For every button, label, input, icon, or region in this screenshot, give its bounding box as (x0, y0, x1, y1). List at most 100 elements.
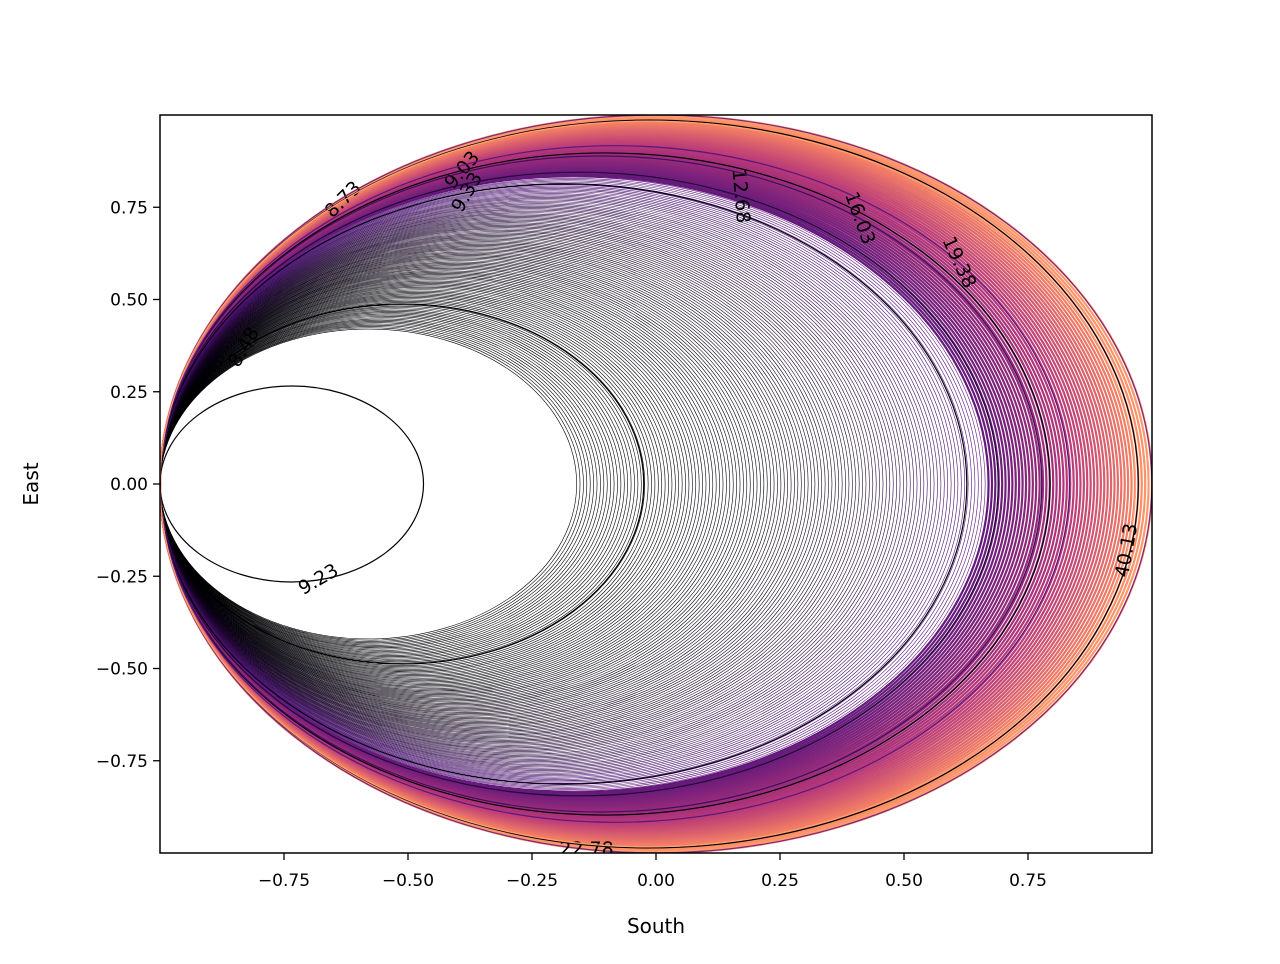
contour-texture (160, 223, 860, 745)
contour-texture (160, 318, 605, 650)
contour-texture (160, 328, 577, 640)
contour-texture (160, 193, 942, 775)
contour-texture (160, 243, 805, 725)
y-tick-label: 0.75 (110, 198, 148, 218)
contour-texture (160, 323, 591, 645)
y-axis-label: East (19, 462, 43, 505)
contour-texture (160, 228, 846, 740)
contour-texture (160, 163, 1021, 805)
contour-texture (160, 188, 955, 780)
y-tick-label: −0.50 (96, 660, 148, 680)
y-tick-label: −0.75 (96, 752, 148, 772)
contour-texture (160, 292, 676, 676)
contour-texture (160, 199, 925, 769)
contour-texture (160, 160, 1028, 808)
contour-texture (160, 213, 887, 755)
contour-texture (160, 195, 935, 773)
contour-texture (160, 256, 771, 712)
contour-texture (160, 247, 795, 721)
contour-texture (160, 139, 1085, 829)
contour-texture (160, 121, 1133, 847)
contour-texture (160, 295, 666, 673)
contour-texture (160, 173, 993, 795)
contour-texture (160, 269, 737, 699)
contour-texture (160, 260, 761, 708)
contour-texture (160, 326, 584, 642)
x-tick-label: −0.50 (382, 871, 434, 891)
contour-texture (160, 138, 1089, 830)
contour-texture (160, 117, 1143, 851)
y-tick-label: 0.25 (110, 383, 148, 403)
x-tick-label: −0.75 (258, 871, 310, 891)
contour-texture (160, 246, 799, 722)
contour-texture (160, 185, 962, 783)
contour-texture (160, 197, 931, 771)
contour-texture (160, 240, 816, 728)
x-axis-label: South (627, 914, 685, 938)
contour-texture (160, 235, 829, 733)
contour-texture (160, 203, 914, 765)
contour-texture (160, 219, 870, 749)
contour-texture (160, 321, 598, 647)
contour-texture (160, 280, 707, 688)
contour-texture (160, 124, 1126, 844)
contour-texture (160, 165, 1014, 803)
contour-texture (160, 245, 802, 723)
contour-texture (160, 259, 765, 709)
contour-texture (160, 278, 714, 690)
x-tick-label: 0.50 (885, 871, 923, 891)
contour-texture (160, 249, 792, 719)
x-tick-label: 0.75 (1009, 871, 1047, 891)
contour-texture (160, 135, 1096, 833)
contour-texture (160, 202, 918, 766)
contour-texture (160, 314, 615, 654)
contour-texture (160, 157, 1038, 811)
x-tick-label: 0.00 (637, 871, 675, 891)
contour-line (160, 171, 999, 797)
contour-line (160, 145, 1070, 823)
contour-texture (160, 275, 720, 693)
contour-texture (160, 164, 1017, 804)
contour-texture (160, 222, 863, 746)
contour-texture (160, 168, 1007, 800)
contour-texture (160, 205, 908, 763)
y-tick-label: −0.25 (96, 567, 148, 587)
contour-texture (160, 207, 904, 761)
contour-texture (160, 217, 877, 751)
contour-texture (160, 299, 656, 669)
contour-texture (160, 257, 768, 711)
contour-texture (160, 131, 1106, 837)
contour-texture (160, 227, 850, 741)
contour-texture (160, 216, 880, 752)
contour-texture (160, 305, 639, 663)
contour-texture (160, 317, 608, 651)
contour-label: 22.78 (559, 838, 613, 860)
contour-texture (160, 189, 952, 779)
contour-texture (160, 214, 884, 754)
contour-texture (160, 192, 945, 776)
contour-texture (160, 134, 1099, 834)
contour-texture (160, 127, 1116, 841)
contour-texture (160, 281, 703, 687)
contour-texture (160, 226, 853, 742)
contour-texture (160, 232, 836, 736)
contour-texture (160, 300, 652, 668)
contour-line (160, 152, 1051, 816)
contour-texture (160, 184, 965, 784)
contour-texture (160, 237, 822, 731)
contour-texture (160, 179, 979, 789)
contour-texture (160, 313, 618, 655)
contour-texture (160, 294, 669, 674)
contour-texture (160, 327, 581, 641)
contour-texture (160, 266, 744, 702)
contour-texture (160, 250, 788, 718)
contour-texture (160, 255, 775, 713)
contour-texture (160, 133, 1102, 835)
contour-texture (160, 198, 928, 770)
contour-texture (160, 200, 921, 768)
contour-texture (160, 271, 731, 697)
y-tick-label: 0.00 (110, 475, 148, 495)
contour-texture (160, 251, 785, 717)
x-tick-label: 0.25 (761, 871, 799, 891)
